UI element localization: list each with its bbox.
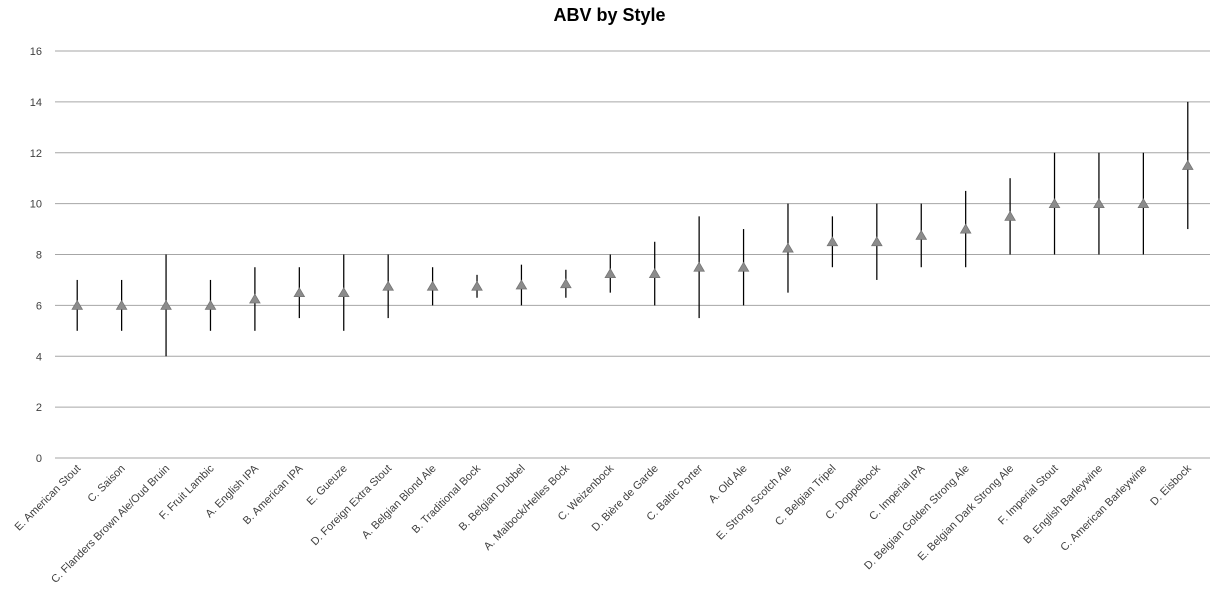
midpoint-marker [737,261,750,272]
x-axis-category-label: E. American Stout [13,463,84,534]
midpoint-marker [471,280,483,291]
midpoint-marker [293,287,306,298]
midpoint-marker [1093,198,1105,208]
y-axis-tick-label: 14 [30,97,42,109]
midpoint-marker [382,280,395,291]
x-axis-category-label: C. Saison [86,463,128,505]
y-axis-tick-label: 10 [30,199,42,211]
midpoint-marker [915,229,928,240]
y-axis-tick-label: 8 [36,250,42,262]
midpoint-marker [1004,210,1016,221]
y-axis-tick-label: 16 [30,46,42,58]
y-axis-tick-label: 0 [36,453,42,465]
midpoint-marker [560,278,572,289]
x-axis-category-label: A. Belgian Blond Ale [360,463,439,542]
midpoint-marker [693,261,705,272]
x-axis-category-label: A. Maibock/Helles Bock [482,462,573,553]
midpoint-marker [249,293,261,304]
y-axis-tick-label: 12 [30,148,42,160]
x-axis-category-label: D. Eisbock [1148,462,1194,508]
x-axis-category-label: E. Strong Scotch Ale [714,463,794,543]
midpoint-marker [604,268,617,278]
midpoint-marker [959,223,972,234]
midpoint-marker [337,287,350,298]
y-axis-tick-label: 2 [36,402,42,414]
midpoint-marker [1048,198,1061,208]
x-axis-category-label: D. Foreign Extra Stout [309,463,394,548]
x-axis-category-label: C. American Barleywine [1058,463,1149,554]
midpoint-marker [782,242,794,253]
midpoint-marker [160,299,172,310]
y-axis-tick-label: 4 [36,351,42,363]
midpoint-marker [515,279,528,290]
midpoint-marker [826,236,839,247]
x-axis-category-label: A. Old Ale [707,463,750,506]
midpoint-marker [426,280,439,291]
midpoint-marker [1181,159,1194,170]
midpoint-marker [204,299,217,310]
chart-title: ABV by Style [553,5,666,25]
midpoint-marker [71,299,84,310]
midpoint-marker [115,299,128,310]
x-axis-category-label: B. English Barleywine [1021,463,1105,547]
x-axis-category-label: E. Gueuze [305,463,350,508]
midpoint-marker [870,236,883,247]
midpoint-marker [1137,198,1150,208]
midpoint-marker [648,268,661,278]
y-axis-tick-label: 6 [36,300,42,312]
